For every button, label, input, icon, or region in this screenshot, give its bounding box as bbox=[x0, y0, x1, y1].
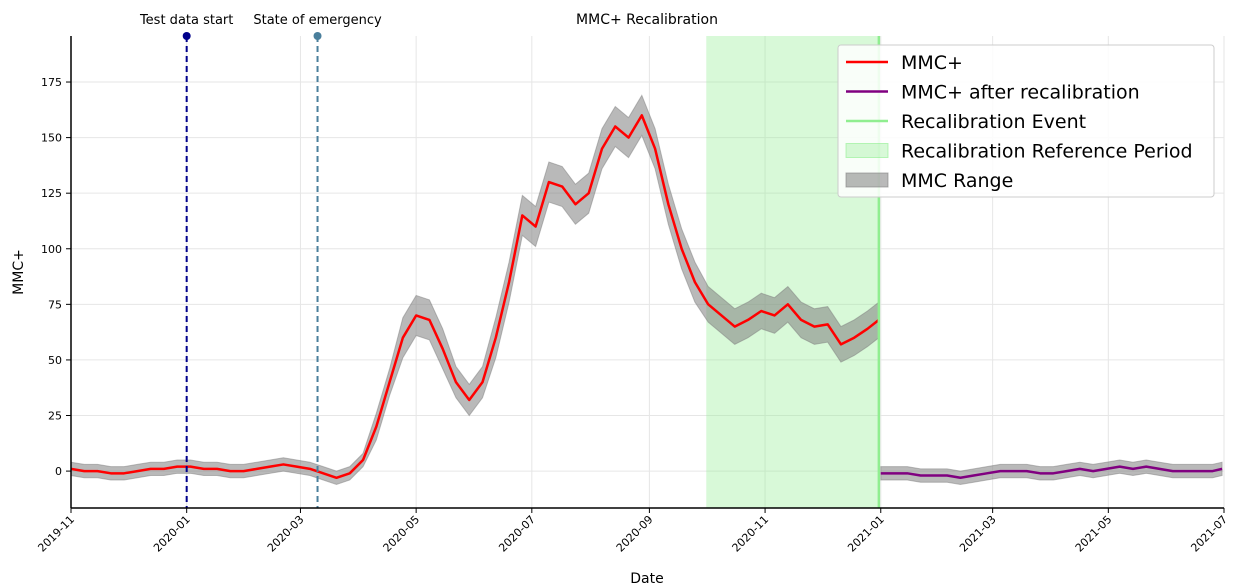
y-tick-label: 25 bbox=[48, 410, 62, 423]
legend-label: MMC Range bbox=[901, 170, 1013, 192]
legend-swatch bbox=[845, 143, 889, 158]
x-tick-label: 2020-11 bbox=[729, 513, 771, 555]
legend-label: MMC+ bbox=[901, 52, 963, 74]
x-tick-label: 2021-03 bbox=[957, 513, 999, 555]
y-tick-label: 100 bbox=[41, 243, 62, 256]
x-tick-label: 2020-01 bbox=[151, 513, 193, 555]
x-tick-label: 2020-09 bbox=[614, 513, 656, 555]
event-label: State of emergency bbox=[253, 13, 382, 28]
y-axis-label: MMC+ bbox=[11, 249, 27, 295]
x-tick-label: 2021-01 bbox=[845, 513, 887, 555]
y-tick-label: 75 bbox=[48, 298, 62, 311]
y-tick-label: 50 bbox=[48, 354, 62, 367]
legend-label: MMC+ after recalibration bbox=[901, 82, 1140, 104]
legend-swatch bbox=[845, 172, 889, 188]
legend-label: Recalibration Reference Period bbox=[901, 141, 1193, 163]
event-marker bbox=[313, 32, 322, 40]
y-tick-label: 150 bbox=[41, 132, 62, 145]
x-tick-label: 2021-05 bbox=[1073, 513, 1115, 555]
x-tick-label: 2020-03 bbox=[265, 513, 307, 555]
y-tick-label: 0 bbox=[55, 465, 62, 478]
x-tick-label: 2019-11 bbox=[35, 513, 77, 555]
chart-title: MMC+ Recalibration bbox=[576, 12, 718, 28]
x-tick-label: 2021-07 bbox=[1188, 513, 1230, 555]
legend-box bbox=[837, 44, 1215, 198]
series-line bbox=[880, 465, 1223, 480]
y-tick-label: 175 bbox=[41, 76, 62, 89]
event-marker bbox=[182, 32, 191, 40]
x-tick-label: 2020-07 bbox=[496, 513, 538, 555]
event-label: Test data start bbox=[139, 13, 233, 28]
legend-label: Recalibration Event bbox=[901, 111, 1086, 133]
series-line bbox=[70, 114, 880, 480]
y-tick-label: 125 bbox=[41, 187, 62, 200]
x-tick-label: 2020-05 bbox=[381, 513, 423, 555]
x-axis-label: Date bbox=[630, 571, 663, 587]
